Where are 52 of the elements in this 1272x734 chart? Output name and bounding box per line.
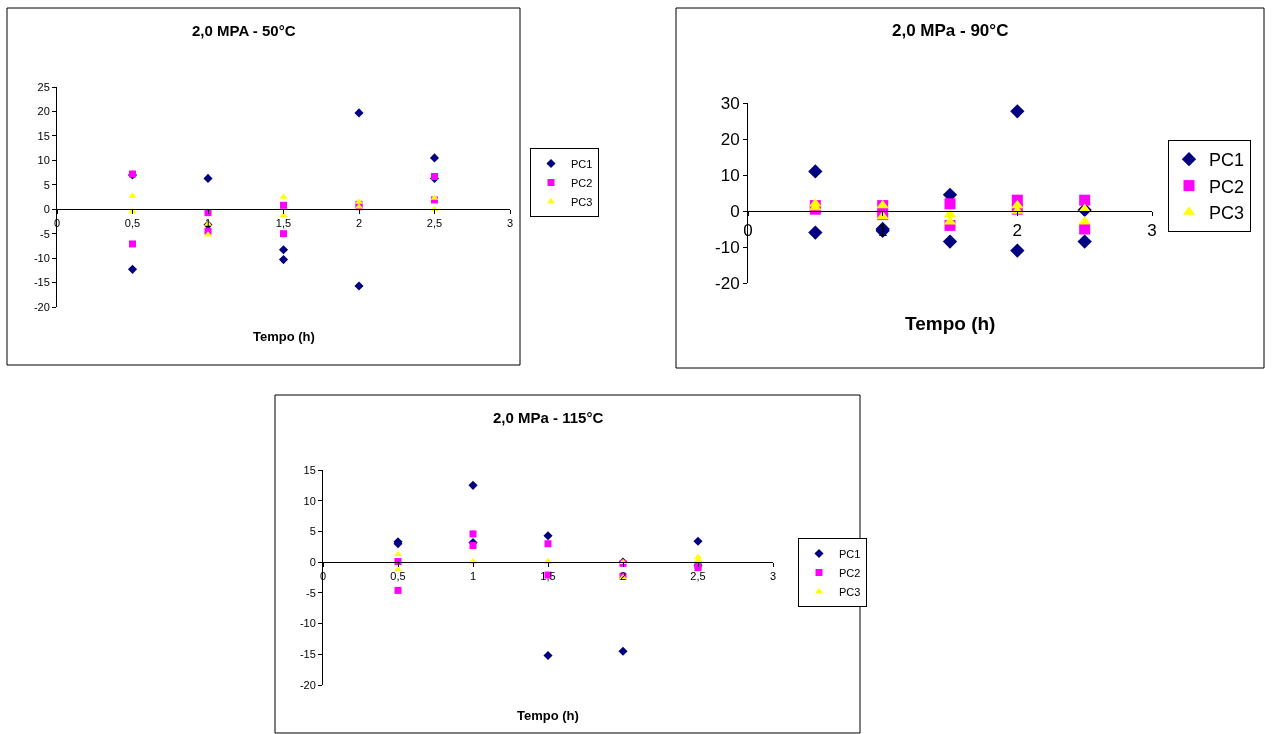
x-tick-label: 1,5	[275, 217, 292, 230]
legend-label: PC2	[839, 566, 861, 579]
y-tick-label: -15	[33, 276, 50, 289]
y-tick-label: -5	[306, 586, 316, 599]
x-tick-label: 1,5	[540, 570, 556, 583]
y-tick-label: 5	[309, 525, 316, 538]
legend-label: PC1	[571, 157, 593, 170]
y-tick-label: 10	[303, 494, 316, 507]
legend-label: PC3	[1209, 203, 1245, 224]
y-tick-label: 20	[720, 129, 740, 149]
x-tick-label: 0,5	[124, 217, 141, 230]
legend-label: PC2	[571, 176, 593, 189]
x-tick-label: 3	[1147, 221, 1157, 241]
x-tick-label: 3	[506, 217, 514, 230]
chart-title: 2,0 MPA - 50°C	[192, 22, 296, 39]
y-tick-label: 10	[720, 165, 740, 185]
y-tick-label: 10	[37, 154, 50, 167]
x-axis-title: Tempo (h)	[517, 708, 579, 723]
y-tick-label: 20	[37, 105, 50, 118]
y-tick-label: -10	[715, 237, 740, 257]
x-tick-label: 1	[877, 221, 888, 241]
legend-label: PC1	[1209, 150, 1245, 171]
y-tick-label: 15	[37, 129, 50, 142]
x-tick-label: 1	[469, 570, 477, 583]
y-tick-label: -20	[33, 300, 50, 313]
x-axis-title: Tempo (h)	[253, 329, 315, 344]
x-axis-title: Tempo (h)	[905, 313, 996, 334]
y-tick-label: -20	[299, 678, 316, 691]
y-tick-label: 0	[43, 203, 50, 216]
x-tick-label: 3	[769, 570, 777, 583]
y-tick-label: -10	[299, 617, 316, 630]
y-tick-label: -10	[33, 251, 50, 264]
x-tick-label: 2	[355, 217, 363, 230]
legend-label: PC3	[571, 195, 593, 208]
x-tick-label: 2	[1012, 221, 1023, 241]
y-tick-label: 5	[43, 178, 50, 191]
x-tick-label: 2,5	[426, 217, 443, 230]
y-tick-label: -5	[40, 227, 50, 240]
x-tick-label: 1	[204, 217, 212, 230]
y-tick-label: 15	[303, 463, 316, 476]
chart-title: 2,0 MPa - 115°C	[493, 409, 604, 426]
y-tick-label: -20	[715, 273, 740, 293]
legend-label: PC3	[839, 585, 861, 598]
y-tick-label: 25	[37, 80, 50, 93]
y-tick-label: 0	[309, 555, 316, 568]
x-tick-label: 0,5	[390, 570, 406, 583]
legend-label: PC2	[1209, 176, 1245, 197]
chart-title: 2,0 MPa - 90°C	[892, 21, 1009, 40]
y-tick-label: 30	[720, 93, 740, 113]
x-tick-label: 2,5	[690, 570, 706, 583]
legend-label: PC1	[839, 547, 861, 560]
y-tick-label: -15	[299, 648, 316, 661]
